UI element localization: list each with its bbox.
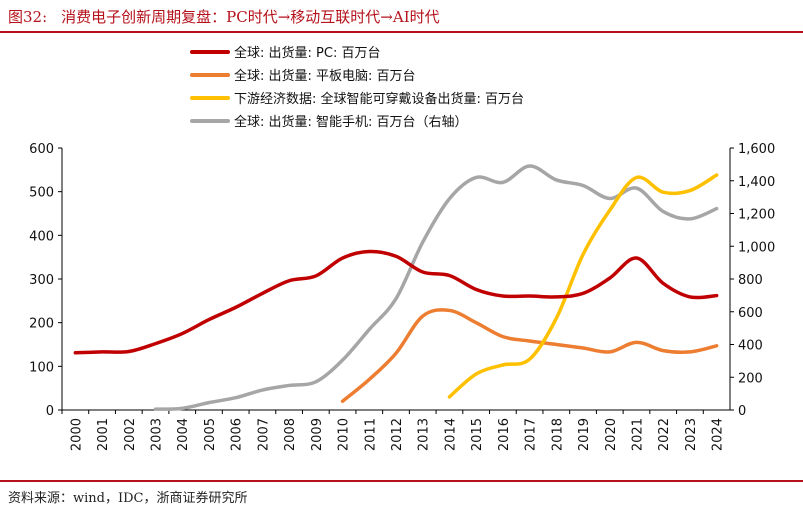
- x-tick-label: 2010: [337, 418, 352, 451]
- source-note: 资料来源：wind，IDC，浙商证券研究所: [8, 491, 248, 506]
- x-tick-label: 2021: [630, 418, 645, 451]
- x-tick-label: 2003: [150, 418, 165, 451]
- legend-label: 下游经济数据: 全球智能可穿戴设备出货量: 百万台: [234, 91, 524, 107]
- x-tick-label: 2014: [443, 418, 458, 451]
- left-tick-label: 200: [29, 317, 54, 332]
- x-tick-label: 2006: [230, 418, 245, 451]
- title-rule: [0, 31, 803, 33]
- chart-title: 消费电子创新周期复盘：PC时代→移动互联时代→AI时代: [61, 8, 440, 26]
- left-tick-label: 500: [29, 186, 54, 201]
- right-tick-label: 800: [738, 273, 763, 288]
- smartphone-series-line: [153, 164, 719, 411]
- x-tick-label: 2002: [123, 418, 138, 451]
- chart-area: 0 100 200 300 400 500 600 0 200 400 600 800 1,000 1,2…: [29, 45, 775, 451]
- left-tick-label: 600: [29, 142, 54, 157]
- right-tick-label: 1,400: [738, 175, 775, 190]
- left-tick-label: 0: [46, 404, 54, 419]
- figure-number: 图32:: [8, 8, 48, 26]
- pc-series-line: [73, 249, 719, 355]
- left-tick-label: 300: [29, 273, 54, 288]
- source-rule: [0, 480, 803, 482]
- wearable-series-line: [447, 173, 719, 399]
- x-tick-label: 2007: [256, 418, 271, 451]
- legend-label: 全球: 出货量: PC: 百万台: [234, 45, 380, 61]
- x-tick-label: 2022: [657, 418, 672, 451]
- x-tick-label: 2013: [417, 418, 432, 451]
- x-tick-label: 2000: [69, 418, 84, 451]
- x-tick-label: 2012: [390, 418, 405, 451]
- x-tick-label: 2020: [604, 418, 619, 451]
- right-tick-label: 1,600: [738, 142, 775, 157]
- right-tick-label: 1,200: [738, 208, 775, 223]
- right-tick-label: 600: [738, 306, 763, 321]
- legend-label: 全球: 出货量: 平板电脑: 百万台: [234, 68, 416, 84]
- left-tick-label: 400: [29, 229, 54, 244]
- x-tick-label: 2008: [283, 418, 298, 451]
- x-tick-label: 2015: [470, 418, 485, 451]
- x-tick-label: 2009: [310, 418, 325, 451]
- right-tick-label: 400: [738, 339, 763, 354]
- right-tick-label: 0: [738, 404, 746, 419]
- x-tick-label: 2019: [577, 418, 592, 451]
- x-tick-label: 2017: [524, 418, 539, 451]
- left-tick-label: 100: [29, 360, 54, 375]
- x-tick-label: 2024: [711, 418, 726, 451]
- x-tick-label: 2005: [203, 418, 218, 451]
- x-tick-label: 2018: [550, 418, 565, 451]
- x-tick-label: 2023: [684, 418, 699, 451]
- tablet-series-line: [340, 308, 719, 404]
- right-tick-label: 1,000: [738, 240, 775, 255]
- legend-label: 全球: 出货量: 智能手机: 百万台（右轴）: [234, 114, 468, 130]
- x-tick-label: 2001: [96, 418, 111, 451]
- right-tick-label: 200: [738, 371, 763, 386]
- x-tick-label: 2004: [176, 418, 191, 451]
- chart-title-block: 图32: 消费电子创新周期复盘：PC时代→移动互联时代→AI时代: [8, 6, 440, 27]
- x-tick-label: 2011: [363, 418, 378, 451]
- x-tick-label: 2016: [497, 418, 512, 451]
